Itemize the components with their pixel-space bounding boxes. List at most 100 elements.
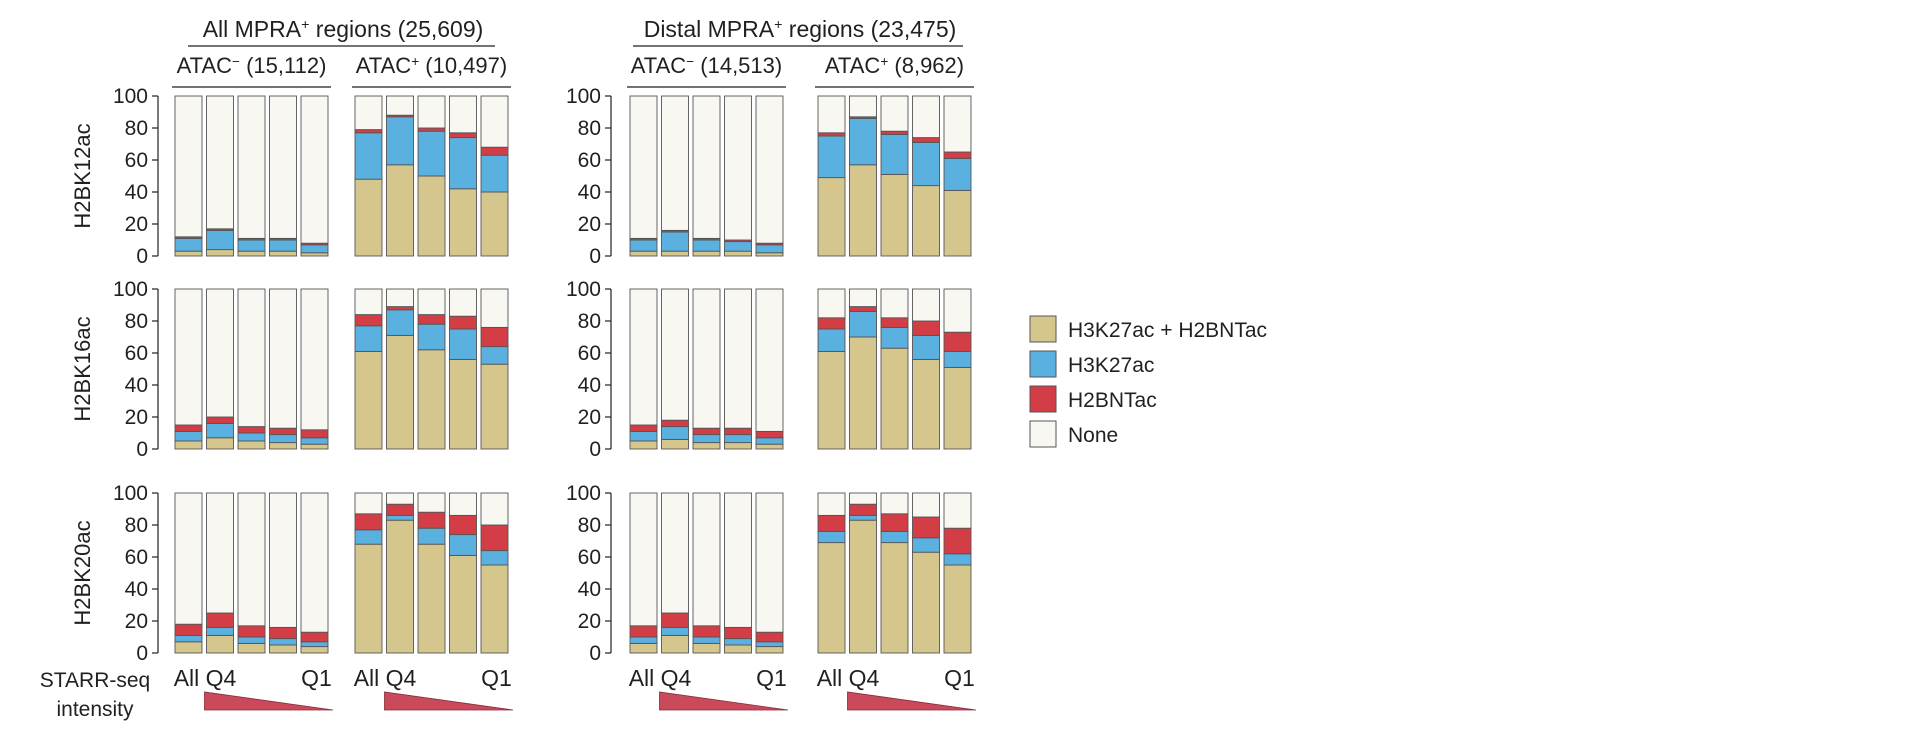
subgroup-label-2-sup: + bbox=[411, 54, 419, 69]
bar-seg-none-r3-p1-All bbox=[174, 492, 203, 625]
legend-swatch-both bbox=[1029, 315, 1057, 343]
x-tick-label-q4: Q4 bbox=[849, 665, 880, 691]
bar-seg-both-r2-p4-Q3 bbox=[880, 347, 909, 450]
bar-seg-h3k27ac-r1-p3-All bbox=[629, 239, 658, 252]
bar-seg-both-r3-p1-All bbox=[174, 641, 203, 654]
y-tick-label: 100 bbox=[113, 85, 148, 108]
bar-seg-h3k27ac-r2-p1-Q2 bbox=[269, 434, 297, 444]
bar-seg-none-r1-p3-Q4 bbox=[661, 95, 689, 231]
bar-seg-both-r1-p4-Q4 bbox=[849, 164, 877, 257]
bar-seg-h2bntac-r3-p2-All bbox=[354, 513, 383, 531]
bar-seg-none-r2-p3-All bbox=[629, 288, 658, 426]
bar-seg-h2bntac-r2-p2-All bbox=[354, 314, 383, 327]
bar-seg-both-r2-p2-Q1 bbox=[480, 363, 509, 450]
subgroup-label-3-sup: − bbox=[686, 54, 694, 69]
bar-seg-none-r2-p3-Q4 bbox=[661, 288, 689, 421]
bar-seg-both-r3-p2-Q2 bbox=[449, 554, 477, 654]
group-title-1-main: All MPRA bbox=[203, 16, 302, 42]
bar-seg-h3k27ac-r2-p4-Q4 bbox=[849, 310, 877, 338]
bar-seg-both-r1-p2-All bbox=[354, 178, 383, 257]
row-label-3: H2BK20ac bbox=[70, 520, 95, 625]
bar-seg-none-r1-p1-Q1 bbox=[300, 95, 329, 244]
bar-seg-both-r1-p3-Q1 bbox=[755, 252, 784, 257]
y-tick-label: 60 bbox=[578, 546, 601, 569]
x-tick-label-all: All bbox=[174, 665, 200, 691]
bar-seg-both-r1-p3-All bbox=[629, 250, 658, 257]
bar-seg-h2bntac-r3-p4-Q1 bbox=[943, 527, 972, 555]
bar-seg-h2bntac-r3-p1-Q4 bbox=[206, 612, 234, 628]
bar-seg-none-r1-p4-All bbox=[817, 95, 846, 134]
bar-seg-h3k27ac-r2-p2-Q1 bbox=[480, 346, 509, 365]
subgroup-label-2-main: ATAC bbox=[356, 53, 412, 78]
bar-seg-h2bntac-r2-p1-Q4 bbox=[206, 416, 234, 424]
bar-seg-none-r2-p1-Q2 bbox=[269, 288, 297, 429]
bar-seg-none-r1-p1-Q2 bbox=[269, 95, 297, 239]
bar-seg-none-r1-p4-Q2 bbox=[912, 95, 940, 139]
bar-seg-none-r2-p2-Q2 bbox=[449, 288, 477, 317]
y-tick-label: 0 bbox=[136, 642, 148, 665]
bar-seg-none-r1-p3-All bbox=[629, 95, 658, 239]
bar-seg-h3k27ac-r3-p4-All bbox=[817, 530, 846, 544]
bar-seg-none-r3-p4-Q4 bbox=[849, 492, 877, 505]
bar-seg-h3k27ac-r3-p1-Q4 bbox=[206, 626, 234, 636]
subgroup-label-1: ATAC− (15,112) bbox=[177, 53, 327, 78]
bar-seg-h2bntac-r2-p3-Q3 bbox=[692, 427, 721, 436]
x-tick-label-all: All bbox=[817, 665, 843, 691]
group-title-1: All MPRA+ regions (25,609) bbox=[203, 16, 484, 42]
bar-seg-both-r1-p1-Q4 bbox=[206, 249, 234, 257]
subgroup-label-1-sup: − bbox=[232, 54, 240, 69]
bar-seg-none-r2-p3-Q3 bbox=[692, 288, 721, 429]
bar-seg-h3k27ac-r2-p3-Q3 bbox=[692, 434, 721, 444]
bar-seg-h3k27ac-r1-p1-All bbox=[174, 237, 203, 252]
bar-seg-h3k27ac-r2-p2-Q2 bbox=[449, 328, 477, 360]
bar-seg-h2bntac-r2-p3-Q2 bbox=[724, 427, 752, 436]
bar-seg-none-r1-p2-Q2 bbox=[449, 95, 477, 134]
bar-seg-none-r3-p2-Q3 bbox=[417, 492, 446, 513]
subgroup-label-2-rest: (10,497) bbox=[419, 53, 507, 78]
bar-seg-none-r2-p3-Q2 bbox=[724, 288, 752, 429]
bar-seg-h2bntac-r1-p4-All bbox=[817, 132, 846, 137]
y-tick-label: 60 bbox=[578, 342, 601, 365]
bar-seg-both-r2-p3-Q4 bbox=[661, 438, 689, 450]
subgroup-label-1-main: ATAC bbox=[177, 53, 233, 78]
x-tick-label-all: All bbox=[629, 665, 655, 691]
bar-seg-h3k27ac-r3-p3-Q1 bbox=[755, 641, 784, 648]
group-title-1-rest: regions (25,609) bbox=[309, 16, 483, 42]
bar-seg-both-r3-p4-Q3 bbox=[880, 542, 909, 654]
bar-seg-none-r2-p4-All bbox=[817, 288, 846, 319]
bar-seg-both-r2-p4-Q4 bbox=[849, 336, 877, 450]
y-tick-label: 80 bbox=[578, 117, 601, 140]
y-tick-label: 40 bbox=[125, 374, 148, 397]
bar-seg-none-r1-p2-Q3 bbox=[417, 95, 446, 129]
bar-seg-h3k27ac-r2-p2-Q4 bbox=[386, 309, 414, 336]
bar-seg-both-r2-p3-All bbox=[629, 440, 658, 450]
bar-seg-h3k27ac-r1-p4-Q3 bbox=[880, 133, 909, 175]
y-tick-label: 100 bbox=[113, 482, 148, 505]
bar-seg-h2bntac-r1-p4-Q3 bbox=[880, 130, 909, 135]
bar-seg-both-r3-p2-Q4 bbox=[386, 519, 414, 654]
bar-seg-none-r3-p1-Q2 bbox=[269, 492, 297, 628]
bar-seg-h2bntac-r3-p3-Q1 bbox=[755, 631, 784, 643]
y-tick-label: 20 bbox=[578, 213, 601, 236]
bar-seg-h3k27ac-r1-p4-All bbox=[817, 135, 846, 179]
bar-seg-none-r2-p3-Q1 bbox=[755, 288, 784, 432]
bar-seg-h3k27ac-r2-p3-Q1 bbox=[755, 437, 784, 445]
bar-seg-h2bntac-r1-p4-Q1 bbox=[943, 151, 972, 159]
bar-seg-h3k27ac-r1-p2-Q1 bbox=[480, 154, 509, 193]
bar-seg-h2bntac-r1-p2-All bbox=[354, 129, 383, 134]
bar-seg-both-r1-p4-Q2 bbox=[912, 185, 940, 257]
bar-seg-h3k27ac-r1-p4-Q4 bbox=[849, 117, 877, 166]
bar-seg-none-r1-p1-Q3 bbox=[237, 95, 266, 239]
bar-seg-both-r3-p3-All bbox=[629, 642, 658, 654]
bar-seg-both-r1-p3-Q4 bbox=[661, 250, 689, 257]
bar-seg-both-r2-p1-Q1 bbox=[300, 443, 329, 450]
intensity-wedge bbox=[204, 691, 334, 711]
bar-seg-h3k27ac-r3-p4-Q3 bbox=[880, 530, 909, 544]
bar-seg-both-r1-p2-Q3 bbox=[417, 175, 446, 257]
bar-seg-h2bntac-r2-p1-Q3 bbox=[237, 426, 266, 434]
intensity-wedge bbox=[384, 691, 514, 711]
x-axis-label-line2: intensity bbox=[56, 698, 134, 721]
bar-seg-h2bntac-r2-p1-Q2 bbox=[269, 427, 297, 436]
x-tick-label-q1: Q1 bbox=[301, 665, 332, 691]
bar-seg-both-r1-p4-Q1 bbox=[943, 189, 972, 257]
